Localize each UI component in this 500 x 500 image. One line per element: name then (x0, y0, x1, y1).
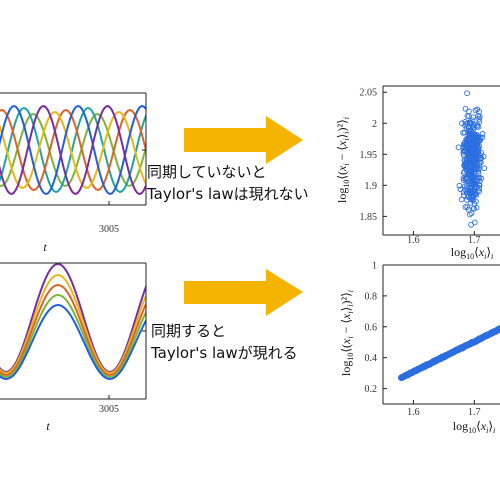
series-line (0, 111, 146, 189)
y-tick-label: 0.8 (365, 291, 378, 302)
unsync-scatter-plot: 1.85 1.9 1.95 2 2.05 1.6 1.7 log10⟨xi⟩i log10… (335, 85, 500, 261)
y-tick-label: 1.9 (365, 181, 378, 192)
scatter-point (466, 167, 473, 174)
right-arrow-icon (184, 269, 303, 316)
series-line (0, 283, 146, 377)
scatter-point (464, 90, 470, 97)
top-time-label: t (43, 240, 47, 254)
scatter-point (469, 141, 475, 148)
scatter-point (467, 160, 474, 167)
scatter-point (476, 119, 483, 125)
scatter-point (471, 219, 478, 226)
scatter-point (470, 177, 476, 183)
scatter-point (471, 188, 478, 195)
scatter-point (468, 193, 474, 200)
scatter-point (462, 204, 469, 210)
scatter-point (476, 178, 483, 185)
x-tick-label: 1.7 (468, 235, 481, 246)
scatter-point (456, 182, 463, 189)
scatter-point (466, 136, 473, 143)
series-line (0, 104, 146, 196)
y-tick-label: 0.6 (365, 322, 378, 333)
scatter-point (474, 106, 481, 113)
series-line (0, 273, 146, 375)
scatter-point (476, 185, 483, 191)
sync-caption-line2: Taylor's lawが現れる (151, 344, 298, 362)
scatter-point (461, 156, 468, 162)
bottom-scatter-ylabel: log10⟨(xi − ⟨xi⟩i)²⟩i (339, 290, 355, 376)
top-scatter-xlabel: log10⟨xi⟩i (451, 245, 494, 261)
top-scatter-ylabel: log10⟨(xi − ⟨xi⟩i)²⟩i (335, 117, 351, 203)
y-tick-label: 1 (372, 261, 377, 272)
sync-time-plot: 3005 t (0, 262, 147, 433)
scatter-point (476, 116, 483, 122)
unsync-caption: 同期していないと Taylor's lawは現れない (147, 161, 309, 205)
scatter-point (478, 149, 484, 156)
unsync-time-plot: 3005 t (0, 92, 147, 254)
scatter-point (462, 164, 469, 171)
y-tick-label: 2 (372, 119, 377, 130)
series-line (0, 104, 146, 196)
scatter-point (466, 211, 473, 218)
right-arrow-icon (184, 116, 303, 164)
scatter-point (459, 120, 465, 127)
scatter-point (464, 151, 471, 158)
scatter-point (470, 194, 476, 200)
scatter-point (465, 124, 472, 130)
sync-caption: 同期すると Taylor's lawが現れる (151, 320, 298, 364)
x-tick-label: 1.6 (407, 407, 420, 418)
scatter-point (467, 200, 474, 206)
y-tick-label: 0.4 (365, 353, 378, 364)
x-tick-label: 1.6 (407, 235, 420, 246)
y-tick-label: 1.95 (360, 150, 378, 161)
scatter-point (475, 156, 481, 163)
scatter-point (466, 133, 473, 140)
sync-caption-line1: 同期すると (151, 322, 227, 340)
scatter-point (481, 165, 488, 172)
scatter-point (467, 169, 474, 176)
scatter-point (480, 153, 487, 160)
bottom-time-tick: 3005 (99, 404, 119, 415)
y-tick-label: 1.85 (360, 212, 378, 223)
scatter-point (475, 112, 482, 119)
scatter-point (463, 175, 469, 181)
scatter-point (470, 175, 476, 181)
scatter-point (464, 113, 471, 119)
scatter-point (464, 204, 471, 210)
scatter-point (475, 133, 482, 140)
top-time-tick: 3005 (99, 224, 119, 235)
series-line (0, 263, 146, 374)
series-line (0, 113, 146, 187)
series-line (0, 293, 146, 379)
scatter-point (462, 105, 469, 112)
unsync-caption-line1: 同期していないと (147, 163, 267, 181)
y-tick-label: 2.05 (360, 88, 378, 99)
series-line (0, 106, 146, 194)
sync-scatter-plot: 0.2 0.4 0.6 0.8 1 1.6 1.7 log10⟨xi⟩i log10⟨(x… (339, 261, 500, 435)
scatter-point (464, 120, 471, 127)
scatter-point (476, 181, 483, 188)
scatter-point (467, 130, 473, 137)
x-tick-label: 1.7 (468, 407, 481, 418)
scatter-point (473, 204, 480, 211)
scatter-point (455, 144, 462, 151)
scatter-point (460, 129, 466, 136)
scatter-point (479, 131, 486, 137)
scatter-point (457, 186, 464, 193)
y-tick-label: 0.2 (365, 384, 378, 395)
bottom-scatter-xlabel: log10⟨xi⟩i (453, 419, 496, 435)
scatter-point (475, 148, 481, 154)
scatter-point (466, 181, 473, 187)
scatter-point (468, 210, 475, 217)
bottom-time-label: t (46, 419, 50, 433)
unsync-caption-line2: Taylor's lawは現れない (147, 185, 309, 203)
series-line (0, 303, 146, 381)
